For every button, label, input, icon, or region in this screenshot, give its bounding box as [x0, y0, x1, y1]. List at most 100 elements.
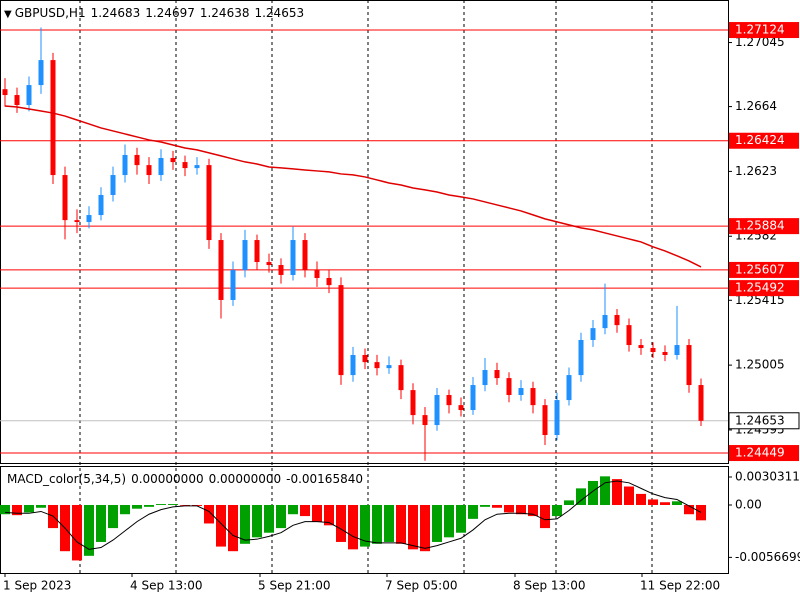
- macd-bar: [12, 504, 22, 516]
- candle-body: [494, 370, 500, 379]
- candle-body: [686, 345, 692, 386]
- candle-body: [338, 285, 344, 376]
- macd-bar: [684, 504, 694, 515]
- candle-body: [458, 405, 464, 411]
- candle-body: [626, 325, 632, 346]
- ohlc-readout: 1.24683: [90, 6, 141, 20]
- candle-body: [314, 270, 320, 278]
- macd-bar: [600, 476, 610, 505]
- candle-body: [422, 415, 428, 426]
- candle-body: [518, 388, 524, 396]
- macd-bar: [96, 504, 106, 542]
- candle-body: [578, 339, 584, 376]
- x-tick-label: 1 Sep 2023: [3, 579, 71, 593]
- ohlc-readout: 1.24638: [199, 6, 250, 20]
- macd-bar: [132, 504, 142, 509]
- candle-body: [38, 60, 44, 86]
- macd-bar: [108, 504, 118, 529]
- macd-bar: [492, 504, 502, 508]
- candle-body: [50, 60, 56, 176]
- candle-body: [218, 240, 224, 300]
- y-tick-label: 1.25005: [735, 358, 785, 372]
- candle-body: [62, 175, 68, 221]
- candle-body: [206, 165, 212, 241]
- candle-body: [434, 395, 440, 426]
- candle-body: [2, 89, 8, 96]
- level-label-box: [729, 445, 799, 462]
- candle-body: [566, 375, 572, 401]
- level-label-box: [729, 280, 799, 297]
- candle-body: [86, 215, 92, 223]
- macd-bar: [204, 504, 214, 524]
- candle-body: [242, 240, 248, 271]
- ohlc-readout: 1.24653: [254, 6, 305, 20]
- candle-body: [14, 95, 20, 105]
- macd-label: MACD_color(5,34,5): [7, 472, 127, 486]
- x-tick-label: 7 Sep 05:00: [385, 579, 457, 593]
- macd-bar: [396, 504, 406, 544]
- level-label-box: [729, 22, 799, 39]
- macd-bar: [624, 486, 634, 505]
- macd-bar: [180, 504, 190, 506]
- macd-bar: [660, 502, 670, 505]
- y2-tick-label: 0.0030311: [735, 469, 800, 483]
- signal-line: [4, 480, 702, 550]
- macd-bar: [480, 504, 490, 507]
- macd-readout: 0.00000000: [208, 472, 282, 486]
- macd-readout: 0.00000000: [131, 472, 204, 486]
- candle-body: [146, 165, 152, 176]
- y-tick-label: 1.25415: [735, 293, 785, 307]
- candle-body: [614, 314, 620, 326]
- candle-body: [326, 277, 332, 286]
- candle-body: [230, 270, 236, 300]
- macd-bar: [564, 500, 574, 505]
- candle-body: [194, 165, 200, 169]
- level-label: 1.25492: [735, 281, 785, 295]
- candle-body: [470, 385, 476, 411]
- candle-body: [398, 365, 404, 391]
- macd-bar: [528, 504, 538, 517]
- candle-body: [530, 388, 536, 406]
- candle-body: [542, 405, 548, 436]
- candle-body: [446, 395, 452, 406]
- macd-bar: [144, 504, 154, 507]
- macd-bar: [432, 504, 442, 542]
- y-tick-label: 1.2664: [735, 99, 777, 113]
- macd-bar: [0, 504, 10, 515]
- candle-body: [638, 345, 644, 349]
- macd-bar: [696, 504, 706, 521]
- candle-body: [182, 162, 188, 169]
- macd-bar: [576, 488, 586, 505]
- macd-bar: [264, 504, 274, 533]
- level-label: 1.26424: [735, 133, 785, 147]
- candle-body: [158, 157, 164, 176]
- macd-bar: [156, 504, 166, 505]
- macd-header: MACD_color(5,34,5) 0.00000000 0.00000000 -0…: [7, 472, 368, 486]
- candle-body: [134, 154, 140, 166]
- level-label-box: [729, 218, 799, 235]
- candle-body: [554, 400, 560, 436]
- candle-body: [110, 175, 116, 195]
- candle-body: [278, 265, 284, 275]
- macd-bar: [372, 504, 382, 544]
- y2-tick-label: -0.0056699: [735, 550, 800, 564]
- main-header: ▼ GBPUSD,H1 1.24683 1.24697 1.24638 1.24653: [4, 6, 309, 20]
- candle-body: [290, 240, 296, 275]
- y-tick-label: 1.27045: [735, 35, 785, 49]
- y-tick-label: 1.2623: [735, 164, 777, 178]
- menu-triangle[interactable]: ▼: [4, 9, 12, 20]
- candle-body: [350, 354, 356, 376]
- macd-bar: [276, 504, 286, 529]
- macd-bar: [420, 504, 430, 552]
- macd-bar: [120, 504, 130, 515]
- x-tick-label: 11 Sep 22:00: [640, 579, 720, 593]
- macd-bar: [588, 480, 598, 505]
- macd-bar: [168, 504, 178, 505]
- candle-body: [590, 328, 596, 340]
- candle-body: [482, 370, 488, 386]
- macd-bar: [360, 504, 370, 547]
- macd-bar: [84, 504, 94, 556]
- x-tick-label: 5 Sep 21:00: [258, 579, 330, 593]
